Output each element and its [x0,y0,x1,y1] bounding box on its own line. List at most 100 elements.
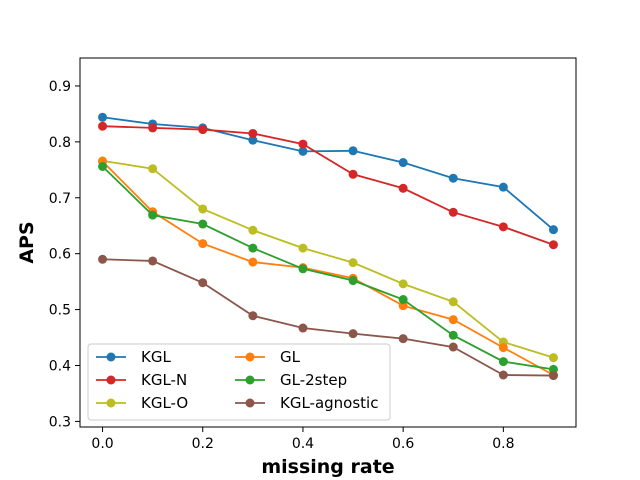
legend-item: GL-2step [235,371,347,389]
data-point-gl-2step [198,219,208,229]
legend-marker [106,398,116,408]
series-layer [98,112,558,381]
data-point-kgl-n [148,123,158,133]
y-axis-label: APS [16,221,38,263]
series-kgl-n [98,121,558,250]
data-point-kgl-n [298,139,308,149]
legend-box [87,343,391,421]
series-kgl-agnostic [98,254,558,381]
data-point-gl-2step [398,295,408,305]
legend-marker [245,352,255,362]
data-point-kgl [398,158,408,168]
x-tick-label: 0.2 [192,436,214,452]
legend-label: KGL [141,348,171,366]
data-point-kgl [298,146,308,156]
legend-item: KGL-O [96,394,188,412]
series-line-gl [101,160,554,376]
x-tick-label: 0.0 [91,436,113,452]
plot-frame [79,57,577,428]
data-point-kgl-agnostic [448,342,458,352]
data-point-kgl-o [548,353,558,363]
data-point-kgl-n [398,183,408,193]
axes-layer: 0.0 0.2 0.4 0.6 0.8 0.3 0.4 0.5 0.6 0.7 0.8 0.9 [49,79,515,452]
x-axis-label: missing rate [261,456,394,478]
y-tick-label: 0.5 [49,303,71,319]
y-tick-label: 0.8 [49,135,71,151]
data-point-gl [248,257,258,267]
x-tick-label: 0.4 [292,436,314,452]
data-point-gl [448,315,458,325]
y-tick-label: 0.7 [49,191,71,207]
series-kgl-o [98,156,558,363]
y-tick-label: 0.6 [49,247,71,263]
data-point-gl-2step [548,364,558,374]
series-line-gl-2step [101,165,554,371]
data-point-kgl-o [198,204,208,214]
data-point-kgl-n [498,222,508,232]
legend-label: KGL-O [141,394,188,412]
data-point-gl-2step [448,330,458,340]
y-tick-label: 0.4 [49,359,71,375]
data-point-kgl [448,173,458,183]
data-point-kgl-o [148,164,158,174]
data-point-kgl-n [248,128,258,138]
data-point-kgl-agnostic [298,323,308,333]
legend-marker [106,352,116,362]
data-point-kgl-agnostic [198,278,208,288]
data-point-kgl-agnostic [498,370,508,380]
data-point-kgl-agnostic [248,311,258,321]
series-gl-2step [98,161,558,374]
data-point-kgl-o [448,297,458,307]
legend-label: KGL-agnostic [280,394,378,412]
data-point-kgl [548,225,558,235]
data-point-kgl-n [348,169,358,179]
data-point-gl [398,301,408,311]
legend-marker [245,398,255,408]
data-point-kgl-o [298,243,308,253]
legend-item: KGL [96,348,171,366]
legend-marker [106,375,116,385]
legend-label: GL [280,348,301,366]
data-point-kgl [498,182,508,192]
data-point-gl-2step [498,357,508,367]
data-point-kgl-n [198,125,208,135]
legend: KGL KGL-N KGL-O GL GL-2step KGL-agnostic [87,343,391,421]
y-tick-label: 0.3 [49,414,71,430]
series-kgl [98,112,558,235]
legend-marker [245,375,255,385]
data-point-kgl [348,146,358,156]
series-line-kgl-n [102,125,554,246]
data-point-gl-2step [348,276,358,286]
data-point-kgl-n [548,240,558,250]
series-line-kgl-agnostic [102,258,554,377]
data-point-gl-2step [148,210,158,220]
data-point-kgl-agnostic [548,371,558,381]
data-point-kgl-o [248,225,258,235]
legend-item: KGL-agnostic [235,394,378,412]
legend-item: GL [235,348,301,366]
data-point-kgl-n [448,207,458,217]
data-point-gl [198,239,208,249]
series-line-kgl-o [102,159,554,359]
series-line-kgl [102,116,555,231]
data-point-kgl-agnostic [148,256,158,266]
data-point-kgl-o [348,258,358,268]
data-point-kgl-o [398,279,408,289]
data-point-kgl-n [98,121,108,131]
data-point-gl-2step [248,243,258,253]
data-point-kgl-agnostic [98,254,108,264]
legend-item: KGL-N [96,371,187,389]
data-point-gl-2step [298,264,308,274]
legend-label: GL-2step [280,371,347,389]
data-point-kgl [98,112,108,122]
legend-label: KGL-N [141,371,187,389]
y-tick-label: 0.9 [49,79,71,95]
data-point-gl-2step [98,161,108,171]
data-point-kgl-agnostic [398,334,408,344]
x-tick-label: 0.6 [392,436,414,452]
data-point-kgl-agnostic [348,329,358,339]
data-point-kgl [248,135,258,145]
data-point-gl [498,343,508,353]
x-tick-label: 0.8 [492,436,514,452]
